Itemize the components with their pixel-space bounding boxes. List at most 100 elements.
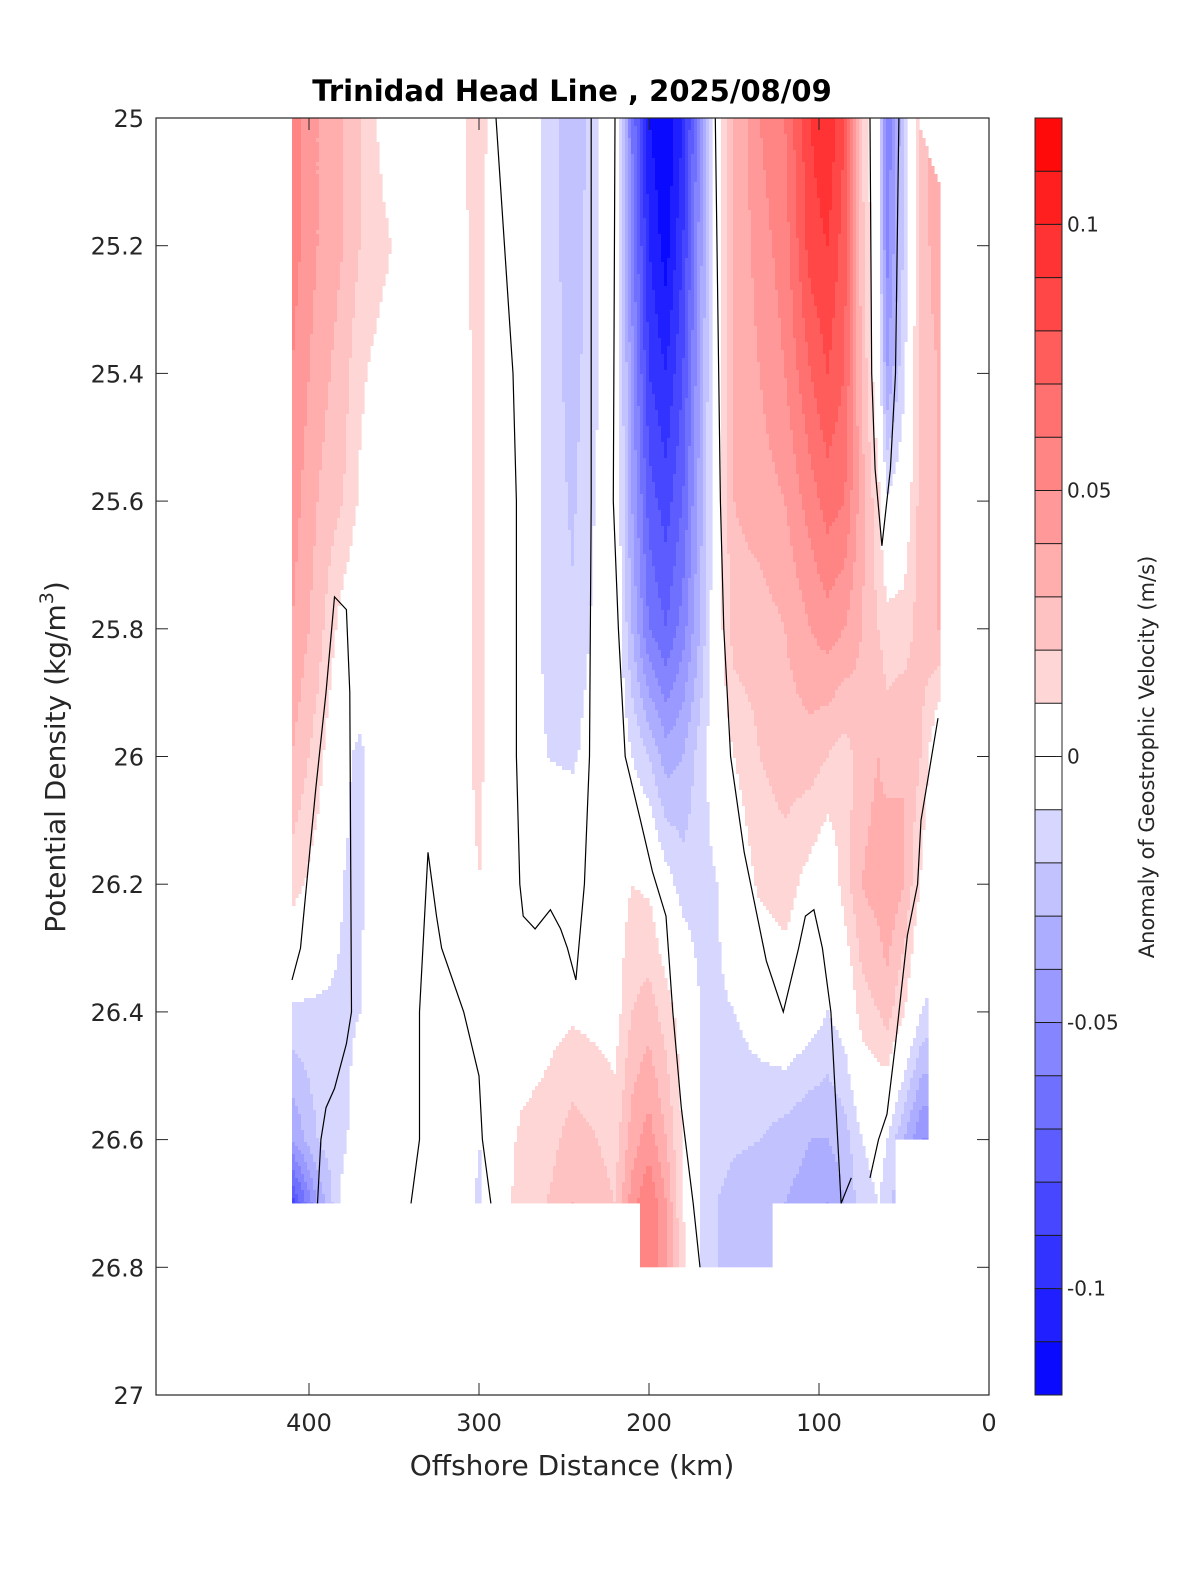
field-cell [670, 310, 674, 406]
field-cell [301, 794, 305, 886]
field-cell [826, 654, 830, 706]
field-cell [721, 1186, 725, 1268]
field-cell [793, 1058, 797, 1106]
field-cell [628, 118, 632, 138]
field-cell [817, 414, 821, 498]
field-cell [646, 118, 650, 194]
field-cell [664, 542, 668, 626]
field-cell [817, 774, 821, 834]
field-cell [688, 446, 692, 578]
field-cell [640, 658, 644, 698]
field-cell [925, 686, 929, 786]
field-cell [907, 1058, 911, 1090]
field-cell [337, 954, 341, 1204]
field-cell [838, 118, 842, 234]
field-cell [292, 1050, 296, 1098]
field-cell [724, 1178, 728, 1268]
colorbar-band [1035, 437, 1062, 491]
field-cell [754, 726, 758, 886]
field-cell [799, 394, 803, 494]
field-cell [307, 118, 311, 382]
field-cell [694, 182, 698, 386]
field-cell [643, 118, 647, 218]
field-cell [640, 494, 644, 598]
field-cell [661, 726, 665, 766]
field-cell [529, 1098, 533, 1204]
field-cell [937, 666, 941, 702]
field-cell [919, 1078, 923, 1110]
field-cell [805, 1094, 809, 1150]
field-cell [907, 658, 911, 910]
field-cell [547, 118, 551, 758]
field-cell [310, 590, 314, 738]
field-cell [826, 758, 830, 814]
field-cell [538, 1082, 542, 1204]
field-cell [652, 1134, 656, 1182]
field-cell [916, 1090, 920, 1122]
field-cell [793, 454, 797, 562]
x-tick-label: 100 [796, 1409, 842, 1437]
field-cell [628, 670, 632, 742]
field-cell [667, 658, 671, 698]
field-cell [634, 586, 638, 662]
field-cell [763, 1134, 767, 1268]
field-cell [790, 546, 794, 670]
field-cell [667, 778, 671, 822]
field-cell [772, 602, 776, 794]
field-cell [292, 1142, 296, 1154]
field-cell [652, 670, 656, 702]
field-cell [316, 138, 320, 142]
field-cell [676, 446, 680, 542]
field-cell [805, 790, 809, 862]
field-cell [568, 1110, 572, 1204]
field-cell [742, 1150, 746, 1268]
field-cell [817, 118, 821, 198]
field-cell [934, 350, 938, 670]
field-cell [781, 622, 785, 814]
field-cell [904, 1134, 908, 1140]
field-cell [820, 1138, 824, 1204]
field-cell [304, 1070, 308, 1142]
field-cell [511, 1186, 515, 1204]
field-cell [667, 526, 671, 610]
field-cell [790, 290, 794, 430]
y-tick-label: 26.2 [91, 871, 144, 899]
field-cell [736, 1154, 740, 1268]
field-cell [853, 914, 857, 990]
field-cell [769, 1126, 773, 1268]
field-cell [796, 370, 800, 474]
field-cell [871, 910, 875, 998]
field-cell [652, 738, 656, 774]
field-cell [901, 954, 905, 1018]
field-cell [811, 146, 815, 294]
field-cell [553, 118, 557, 762]
field-cell [358, 118, 362, 250]
field-cell [721, 974, 725, 1186]
field-cell [313, 290, 317, 546]
field-cell [643, 746, 647, 794]
field-cell [889, 798, 893, 946]
field-cell [802, 414, 806, 510]
field-cell [592, 118, 596, 526]
field-cell [667, 258, 671, 346]
field-cell [661, 694, 665, 726]
field-cell [922, 138, 926, 706]
field-cell [751, 1146, 755, 1268]
field-cell [769, 1066, 773, 1126]
field-cell [568, 530, 572, 770]
field-cell [778, 1066, 782, 1118]
field-cell [667, 438, 671, 526]
field-cell [769, 230, 773, 450]
field-cell [766, 1062, 770, 1130]
field-cell [661, 658, 665, 694]
field-cell [739, 1030, 743, 1154]
field-cell [316, 118, 320, 138]
field-cell [676, 334, 680, 446]
field-cell [298, 1002, 302, 1058]
field-cell [628, 138, 632, 342]
field-cell [922, 706, 926, 830]
field-cell [307, 382, 311, 634]
field-cell [817, 1086, 821, 1138]
field-cell [295, 118, 299, 306]
field-cell [637, 994, 641, 1074]
